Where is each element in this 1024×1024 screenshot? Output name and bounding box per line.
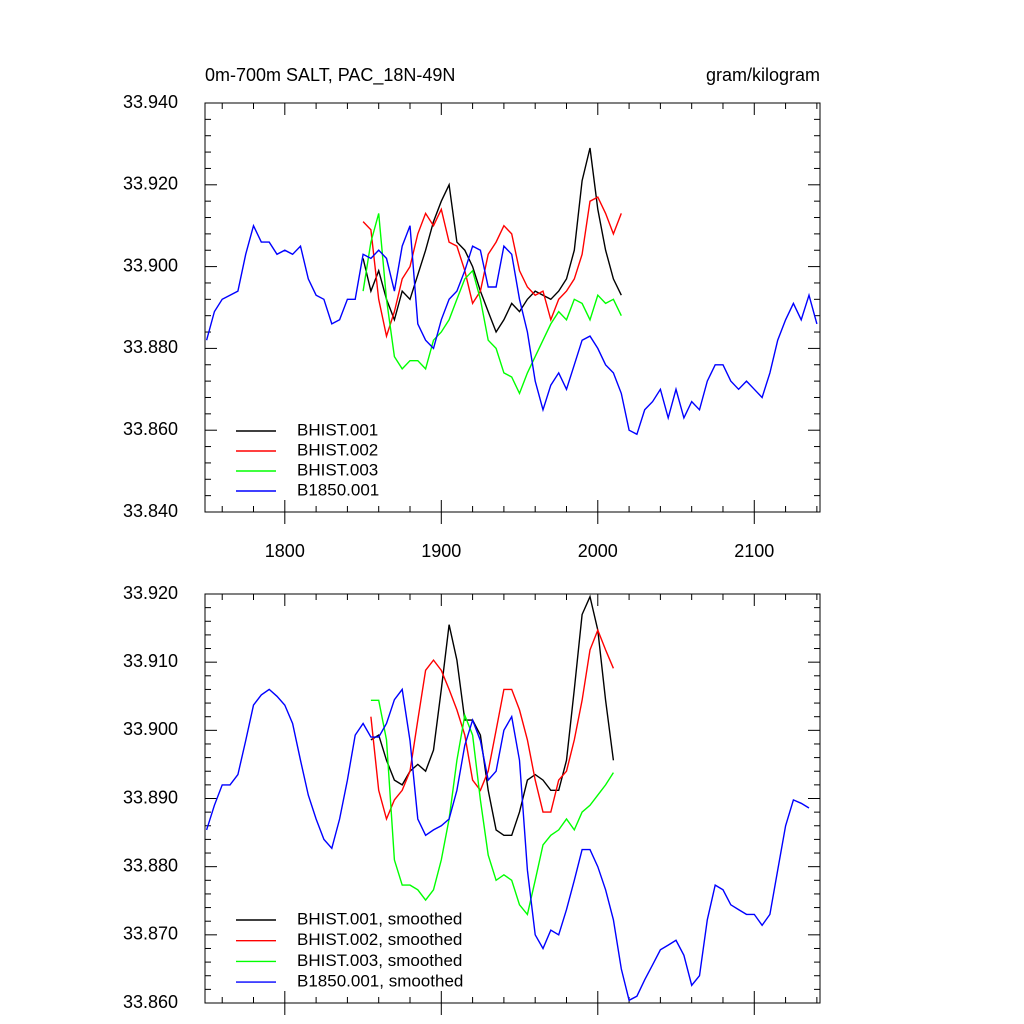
y-tick-label: 33.910 xyxy=(123,651,178,671)
legend-label: BHIST.002, smoothed xyxy=(297,930,462,949)
y-tick-label: 33.900 xyxy=(123,719,178,739)
legend-label: BHIST.001 xyxy=(297,420,378,439)
y-tick-label: 33.860 xyxy=(123,992,178,1012)
legend-label: BHIST.001, smoothed xyxy=(297,909,462,928)
legend-label: BHIST.003, smoothed xyxy=(297,951,462,970)
y-tick-label: 33.940 xyxy=(123,92,178,112)
x-tick-label: 1900 xyxy=(421,541,461,561)
x-tick-label: 2100 xyxy=(734,541,774,561)
legend-label: B1850.001, smoothed xyxy=(297,972,463,991)
data-line xyxy=(362,196,622,339)
y-tick-label: 33.900 xyxy=(123,255,178,275)
data-line xyxy=(362,147,622,334)
data-line xyxy=(205,687,810,1002)
y-tick-label: 33.920 xyxy=(123,583,178,603)
y-tick-label: 33.920 xyxy=(123,174,178,194)
data-line xyxy=(362,213,622,396)
x-tick-label: 2000 xyxy=(578,541,618,561)
data-line xyxy=(370,699,614,916)
data-line xyxy=(205,223,818,436)
legend-label: B1850.001 xyxy=(297,480,379,499)
y-tick-label: 33.890 xyxy=(123,787,178,807)
x-tick-label: 1800 xyxy=(265,541,305,561)
chart-title: 0m-700m SALT, PAC_18N-49N xyxy=(205,65,455,86)
y-tick-label: 33.880 xyxy=(123,855,178,875)
units-label: gram/kilogram xyxy=(706,65,820,85)
y-tick-label: 33.870 xyxy=(123,924,178,944)
data-line xyxy=(370,594,615,836)
y-tick-label: 33.880 xyxy=(123,337,178,357)
y-tick-label: 33.840 xyxy=(123,501,178,521)
data-line xyxy=(370,628,615,822)
plot-frame xyxy=(204,102,821,513)
legend-label: BHIST.003 xyxy=(297,460,378,479)
y-tick-label: 33.860 xyxy=(123,419,178,439)
legend-label: BHIST.002 xyxy=(297,440,378,459)
